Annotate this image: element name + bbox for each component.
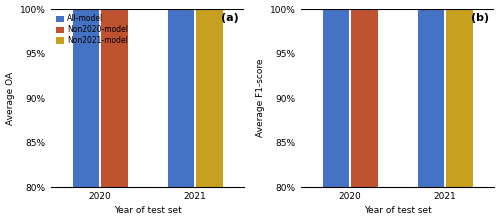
Text: (b): (b) (470, 13, 488, 23)
Bar (446, 0, 472, 187)
Bar (196, 0, 222, 187)
Y-axis label: Average OA: Average OA (6, 71, 15, 125)
Bar (72, 0, 99, 187)
X-axis label: Year of test set: Year of test set (114, 206, 182, 215)
X-axis label: Year of test set: Year of test set (364, 206, 432, 215)
Legend: All-model, Non2020-model, Non2021-model: All-model, Non2020-model, Non2021-model (54, 13, 130, 47)
Bar (101, 0, 128, 187)
Bar (322, 0, 349, 187)
Y-axis label: Average F1-score: Average F1-score (256, 59, 264, 137)
Bar (351, 0, 378, 187)
Bar (418, 0, 444, 187)
Text: (a): (a) (221, 13, 238, 23)
Bar (168, 0, 194, 187)
